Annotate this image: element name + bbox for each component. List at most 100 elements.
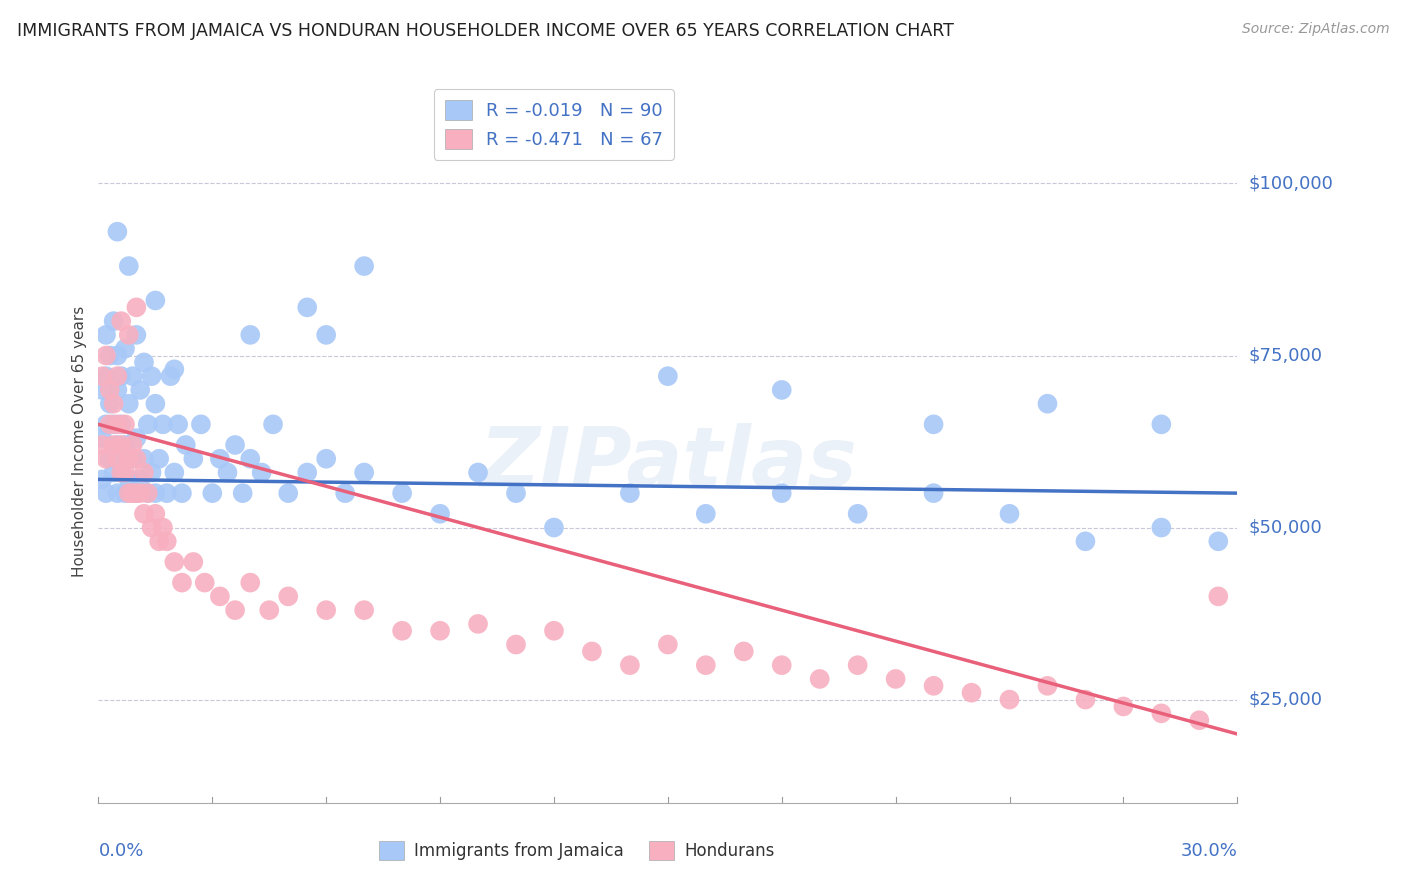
Point <box>110 369 132 384</box>
Point <box>156 486 179 500</box>
Y-axis label: Householder Income Over 65 years: Householder Income Over 65 years <box>72 306 87 577</box>
Point <box>91 369 114 384</box>
Point <box>1150 706 1173 721</box>
Point <box>125 327 148 342</box>
Point <box>98 417 121 432</box>
Point <box>998 507 1021 521</box>
Point <box>121 486 143 500</box>
Point <box>125 451 148 466</box>
Point <box>1036 679 1059 693</box>
Point <box>118 327 141 342</box>
Point <box>132 451 155 466</box>
Point <box>103 397 125 411</box>
Point <box>1036 397 1059 411</box>
Point <box>224 603 246 617</box>
Point <box>121 438 143 452</box>
Point <box>239 575 262 590</box>
Point <box>581 644 603 658</box>
Point <box>145 397 167 411</box>
Point <box>429 624 451 638</box>
Point <box>156 534 179 549</box>
Point <box>922 486 945 500</box>
Point <box>239 451 262 466</box>
Point <box>201 486 224 500</box>
Point <box>129 383 152 397</box>
Point <box>103 438 125 452</box>
Point <box>353 259 375 273</box>
Point <box>94 486 117 500</box>
Point <box>232 486 254 500</box>
Point <box>1208 534 1230 549</box>
Point <box>277 486 299 500</box>
Point <box>103 466 125 480</box>
Point <box>770 383 793 397</box>
Point <box>129 486 152 500</box>
Point <box>619 486 641 500</box>
Point <box>94 451 117 466</box>
Point <box>998 692 1021 706</box>
Point <box>107 417 129 432</box>
Text: $75,000: $75,000 <box>1249 346 1323 365</box>
Point <box>194 575 217 590</box>
Point <box>98 451 121 466</box>
Point <box>657 638 679 652</box>
Point <box>543 520 565 534</box>
Point <box>250 466 273 480</box>
Point <box>94 327 117 342</box>
Point <box>1188 713 1211 727</box>
Point <box>103 314 125 328</box>
Point <box>118 259 141 273</box>
Point <box>239 327 262 342</box>
Point <box>132 507 155 521</box>
Point <box>118 472 141 486</box>
Point <box>259 603 281 617</box>
Point <box>107 369 129 384</box>
Point <box>297 301 319 315</box>
Point <box>733 644 755 658</box>
Point <box>132 466 155 480</box>
Point <box>129 472 152 486</box>
Point <box>145 486 167 500</box>
Point <box>136 486 159 500</box>
Point <box>103 417 125 432</box>
Point <box>505 638 527 652</box>
Text: ZIPatlas: ZIPatlas <box>479 423 856 504</box>
Point <box>1074 534 1097 549</box>
Point <box>121 369 143 384</box>
Point <box>183 555 205 569</box>
Point <box>846 507 869 521</box>
Point <box>136 417 159 432</box>
Point <box>846 658 869 673</box>
Point <box>217 466 239 480</box>
Point <box>163 555 186 569</box>
Point <box>91 438 114 452</box>
Point <box>114 417 136 432</box>
Point <box>114 486 136 500</box>
Point <box>467 466 489 480</box>
Point <box>315 603 337 617</box>
Point <box>770 658 793 673</box>
Point <box>1208 590 1230 604</box>
Point <box>391 624 413 638</box>
Point <box>141 466 163 480</box>
Point <box>145 507 167 521</box>
Text: 30.0%: 30.0% <box>1181 842 1237 860</box>
Point <box>174 438 197 452</box>
Point <box>91 383 114 397</box>
Point <box>94 369 117 384</box>
Point <box>141 369 163 384</box>
Point <box>467 616 489 631</box>
Point <box>657 369 679 384</box>
Point <box>315 327 337 342</box>
Point <box>94 417 117 432</box>
Point <box>1074 692 1097 706</box>
Point <box>114 438 136 452</box>
Point <box>190 417 212 432</box>
Text: $50,000: $50,000 <box>1249 518 1322 537</box>
Point <box>125 486 148 500</box>
Point <box>152 417 174 432</box>
Point <box>353 603 375 617</box>
Point <box>619 658 641 673</box>
Point <box>148 534 170 549</box>
Point <box>505 486 527 500</box>
